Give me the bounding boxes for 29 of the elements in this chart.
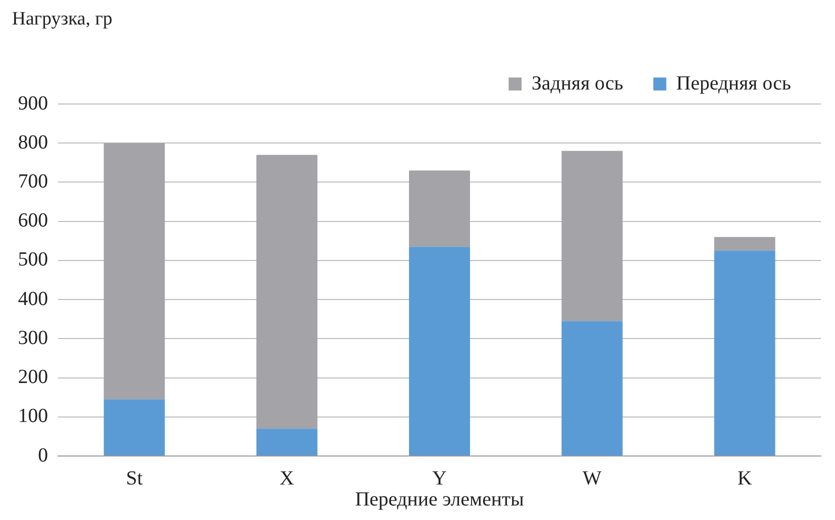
y-tick-label: 500 — [18, 248, 48, 271]
bar — [714, 236, 776, 251]
y-tick-label: 400 — [18, 288, 48, 310]
bar — [104, 399, 165, 456]
bar — [408, 170, 470, 247]
bar — [256, 154, 318, 429]
bar — [256, 428, 318, 456]
legend-label: Передняя ось — [676, 72, 792, 94]
y-tick-label: 700 — [18, 170, 48, 192]
legend-label: Задняя ось — [532, 72, 624, 94]
bar — [408, 246, 470, 456]
y-tick-label: 800 — [18, 131, 48, 154]
bar — [104, 143, 165, 400]
y-axis-title: Нагрузка, гр — [12, 8, 112, 30]
y-tick-label: 100 — [18, 405, 48, 428]
x-tick-label: St — [126, 467, 144, 490]
bar — [562, 150, 623, 322]
y-tick-label: 200 — [18, 366, 48, 388]
y-tick-label: 600 — [18, 210, 48, 232]
x-tick-label: Y — [432, 467, 447, 490]
y-tick-label: 0 — [38, 444, 48, 466]
x-tick-label: W — [582, 467, 602, 490]
x-tick-label: K — [737, 467, 752, 490]
y-tick-label: 300 — [18, 326, 48, 349]
bar — [562, 321, 623, 456]
bar — [714, 250, 776, 456]
x-tick-label: X — [280, 467, 295, 490]
x-axis-title: Передние элементы — [355, 488, 524, 510]
y-tick-label: 900 — [18, 92, 48, 114]
